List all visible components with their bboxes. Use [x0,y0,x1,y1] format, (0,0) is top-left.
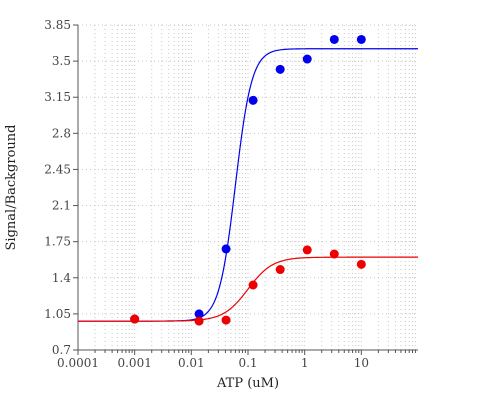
y-tick-label: 3.5 [52,54,71,68]
y-tick-label: 3.15 [44,90,71,104]
axes [73,24,418,355]
data-point-series-2 [356,259,366,269]
x-tick-label: 0.0001 [57,356,99,370]
y-tick-label: 2.45 [44,162,71,176]
data-point-series-1 [329,34,339,44]
data-point-series-2 [329,249,339,259]
y-tick-label: 0.7 [52,343,71,357]
y-tick-label: 2.8 [52,126,71,140]
x-tick-label: 10 [354,356,369,370]
data-point-series-1 [221,244,231,254]
data-point-series-2 [275,265,285,275]
grid [78,24,418,350]
data-point-series-1 [194,309,204,319]
tick-labels: 0.7 1.05 1.4 1.75 2.1 2.45 2.8 3.15 3.5 3.85 0.000… [44,18,369,370]
data-point-series-1 [248,95,258,105]
data-point-series-2 [248,280,258,290]
data-point-series-2 [194,316,204,326]
y-tick-label: 1.4 [52,271,71,285]
y-axis-title: Signal/Background [4,125,19,251]
x-tick-label: 0.01 [178,356,205,370]
data-point-series-2 [221,315,231,325]
y-tick-label: 3.85 [44,18,71,32]
data-point-series-2 [130,314,140,324]
x-tick-label: 0.001 [117,356,151,370]
x-tick-label: 0.1 [238,356,257,370]
y-tick-label: 1.75 [44,235,71,249]
x-axis-title: ATP (uM) [216,376,279,391]
y-tick-label: 2.1 [52,199,71,213]
data-point-series-1 [356,34,366,44]
data-points [130,34,366,326]
y-tick-label: 1.05 [44,307,71,321]
data-point-series-1 [275,64,285,74]
x-tick-label: 1 [301,356,309,370]
data-point-series-2 [302,245,312,255]
data-point-series-1 [302,54,312,64]
